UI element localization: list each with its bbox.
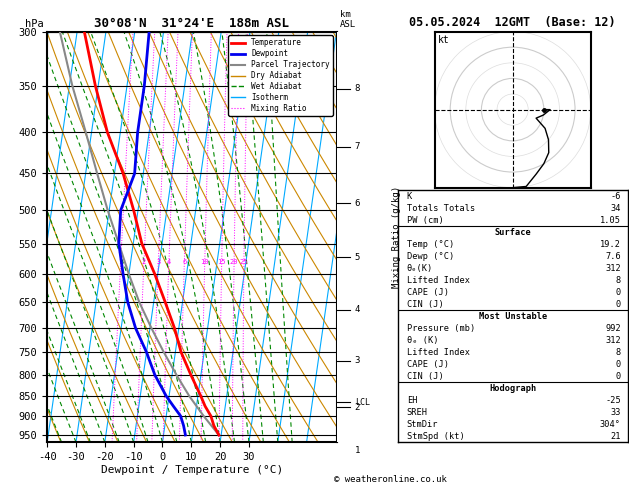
Text: θₑ (K): θₑ (K) xyxy=(407,336,438,345)
Text: K: K xyxy=(407,191,412,201)
Text: Lifted Index: Lifted Index xyxy=(407,347,470,357)
Text: SREH: SREH xyxy=(407,408,428,417)
Text: CAPE (J): CAPE (J) xyxy=(407,360,448,369)
Text: -6: -6 xyxy=(610,191,621,201)
Text: CIN (J): CIN (J) xyxy=(407,300,443,309)
Text: kt: kt xyxy=(438,35,450,45)
Text: 3: 3 xyxy=(156,259,160,265)
Text: PW (cm): PW (cm) xyxy=(407,216,443,225)
Text: 3: 3 xyxy=(355,356,360,365)
Text: 304°: 304° xyxy=(600,420,621,429)
Text: 25: 25 xyxy=(240,259,248,265)
Text: 4: 4 xyxy=(355,305,360,314)
Text: 15: 15 xyxy=(218,259,226,265)
Text: 8: 8 xyxy=(616,276,621,285)
Text: CAPE (J): CAPE (J) xyxy=(407,288,448,296)
Text: 0: 0 xyxy=(616,360,621,369)
Text: Hodograph: Hodograph xyxy=(489,384,537,393)
Text: 1: 1 xyxy=(118,259,123,265)
Text: 19.2: 19.2 xyxy=(600,240,621,249)
Text: Pressure (mb): Pressure (mb) xyxy=(407,324,475,333)
Text: 21: 21 xyxy=(610,432,621,441)
Text: 34: 34 xyxy=(610,204,621,212)
Text: Most Unstable: Most Unstable xyxy=(479,312,547,321)
Text: 6: 6 xyxy=(182,259,186,265)
Text: 1.05: 1.05 xyxy=(600,216,621,225)
Text: 5: 5 xyxy=(355,253,360,262)
Text: CIN (J): CIN (J) xyxy=(407,372,443,381)
Text: 0: 0 xyxy=(616,372,621,381)
Text: 992: 992 xyxy=(605,324,621,333)
Text: Lifted Index: Lifted Index xyxy=(407,276,470,285)
Text: © weatheronline.co.uk: © weatheronline.co.uk xyxy=(333,474,447,484)
Text: EH: EH xyxy=(407,396,417,405)
Text: 0: 0 xyxy=(616,288,621,296)
Text: 8: 8 xyxy=(616,347,621,357)
Text: -25: -25 xyxy=(605,396,621,405)
Text: hPa: hPa xyxy=(25,19,44,29)
Text: 312: 312 xyxy=(605,263,621,273)
Text: Dewp (°C): Dewp (°C) xyxy=(407,252,454,260)
Text: 7.6: 7.6 xyxy=(605,252,621,260)
Text: 312: 312 xyxy=(605,336,621,345)
Text: 1: 1 xyxy=(355,446,360,455)
Text: StmDir: StmDir xyxy=(407,420,438,429)
Text: 7: 7 xyxy=(355,142,360,151)
Text: Mixing Ratio (g/kg): Mixing Ratio (g/kg) xyxy=(392,186,401,288)
Text: StmSpd (kt): StmSpd (kt) xyxy=(407,432,464,441)
Text: 8: 8 xyxy=(355,84,360,93)
Text: 6: 6 xyxy=(355,199,360,208)
Text: 2: 2 xyxy=(142,259,146,265)
Text: Surface: Surface xyxy=(494,227,531,237)
X-axis label: Dewpoint / Temperature (°C): Dewpoint / Temperature (°C) xyxy=(101,465,283,475)
Text: θₑ(K): θₑ(K) xyxy=(407,263,433,273)
Legend: Temperature, Dewpoint, Parcel Trajectory, Dry Adiabat, Wet Adiabat, Isotherm, Mi: Temperature, Dewpoint, Parcel Trajectory… xyxy=(228,35,333,116)
Text: 4: 4 xyxy=(167,259,171,265)
Text: 0: 0 xyxy=(616,300,621,309)
Text: 2: 2 xyxy=(355,403,360,412)
Text: Totals Totals: Totals Totals xyxy=(407,204,475,212)
Text: km
ASL: km ASL xyxy=(340,11,356,29)
Text: 10: 10 xyxy=(201,259,209,265)
Text: 20: 20 xyxy=(230,259,238,265)
Text: LCL: LCL xyxy=(355,398,370,407)
Text: 33: 33 xyxy=(610,408,621,417)
Title: 30°08'N  31°24'E  188m ASL: 30°08'N 31°24'E 188m ASL xyxy=(94,17,289,31)
Text: Temp (°C): Temp (°C) xyxy=(407,240,454,249)
Text: 05.05.2024  12GMT  (Base: 12): 05.05.2024 12GMT (Base: 12) xyxy=(409,16,616,29)
